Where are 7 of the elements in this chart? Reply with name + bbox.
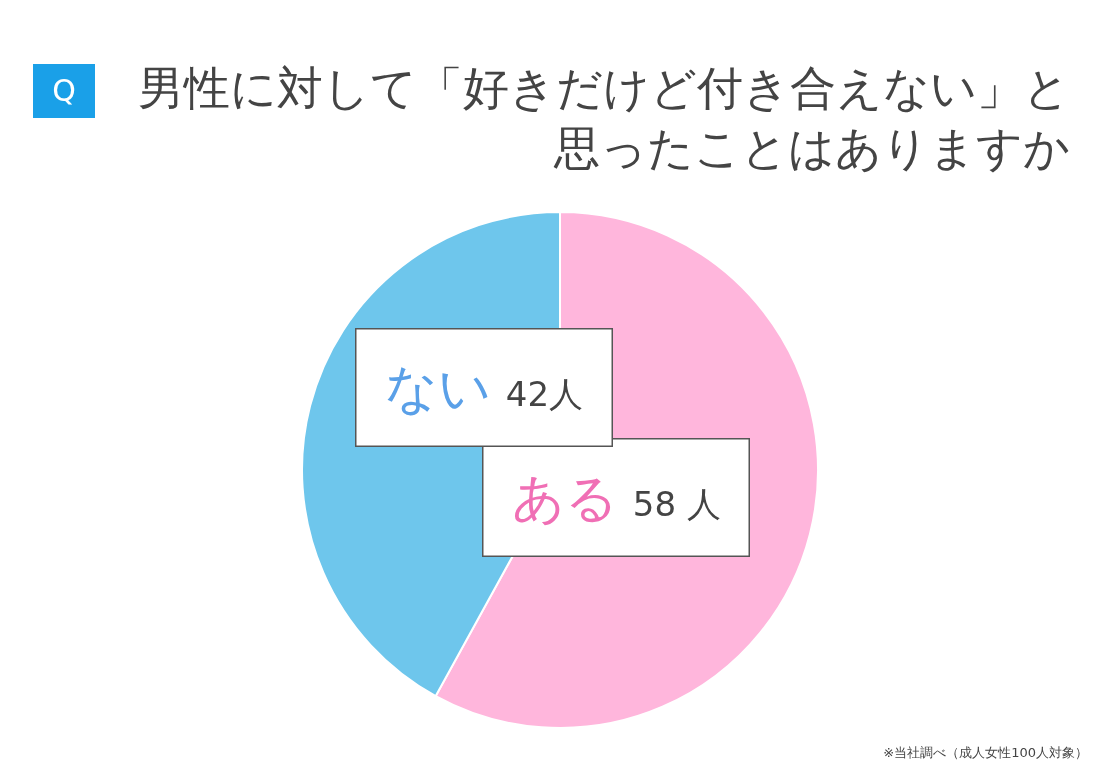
text: ※当社調べ（成人女性100人対象）: [883, 744, 1088, 762]
text: Q: [33, 64, 95, 118]
data-label: 58 人: [632, 483, 721, 524]
slice-label: ない: [384, 357, 491, 418]
slice-label: ある: [511, 467, 618, 528]
chart-title: 男性に対して「好きだけど付き合えない」と思ったことはありますか: [137, 60, 1070, 177]
data-label: 42人: [505, 373, 584, 414]
